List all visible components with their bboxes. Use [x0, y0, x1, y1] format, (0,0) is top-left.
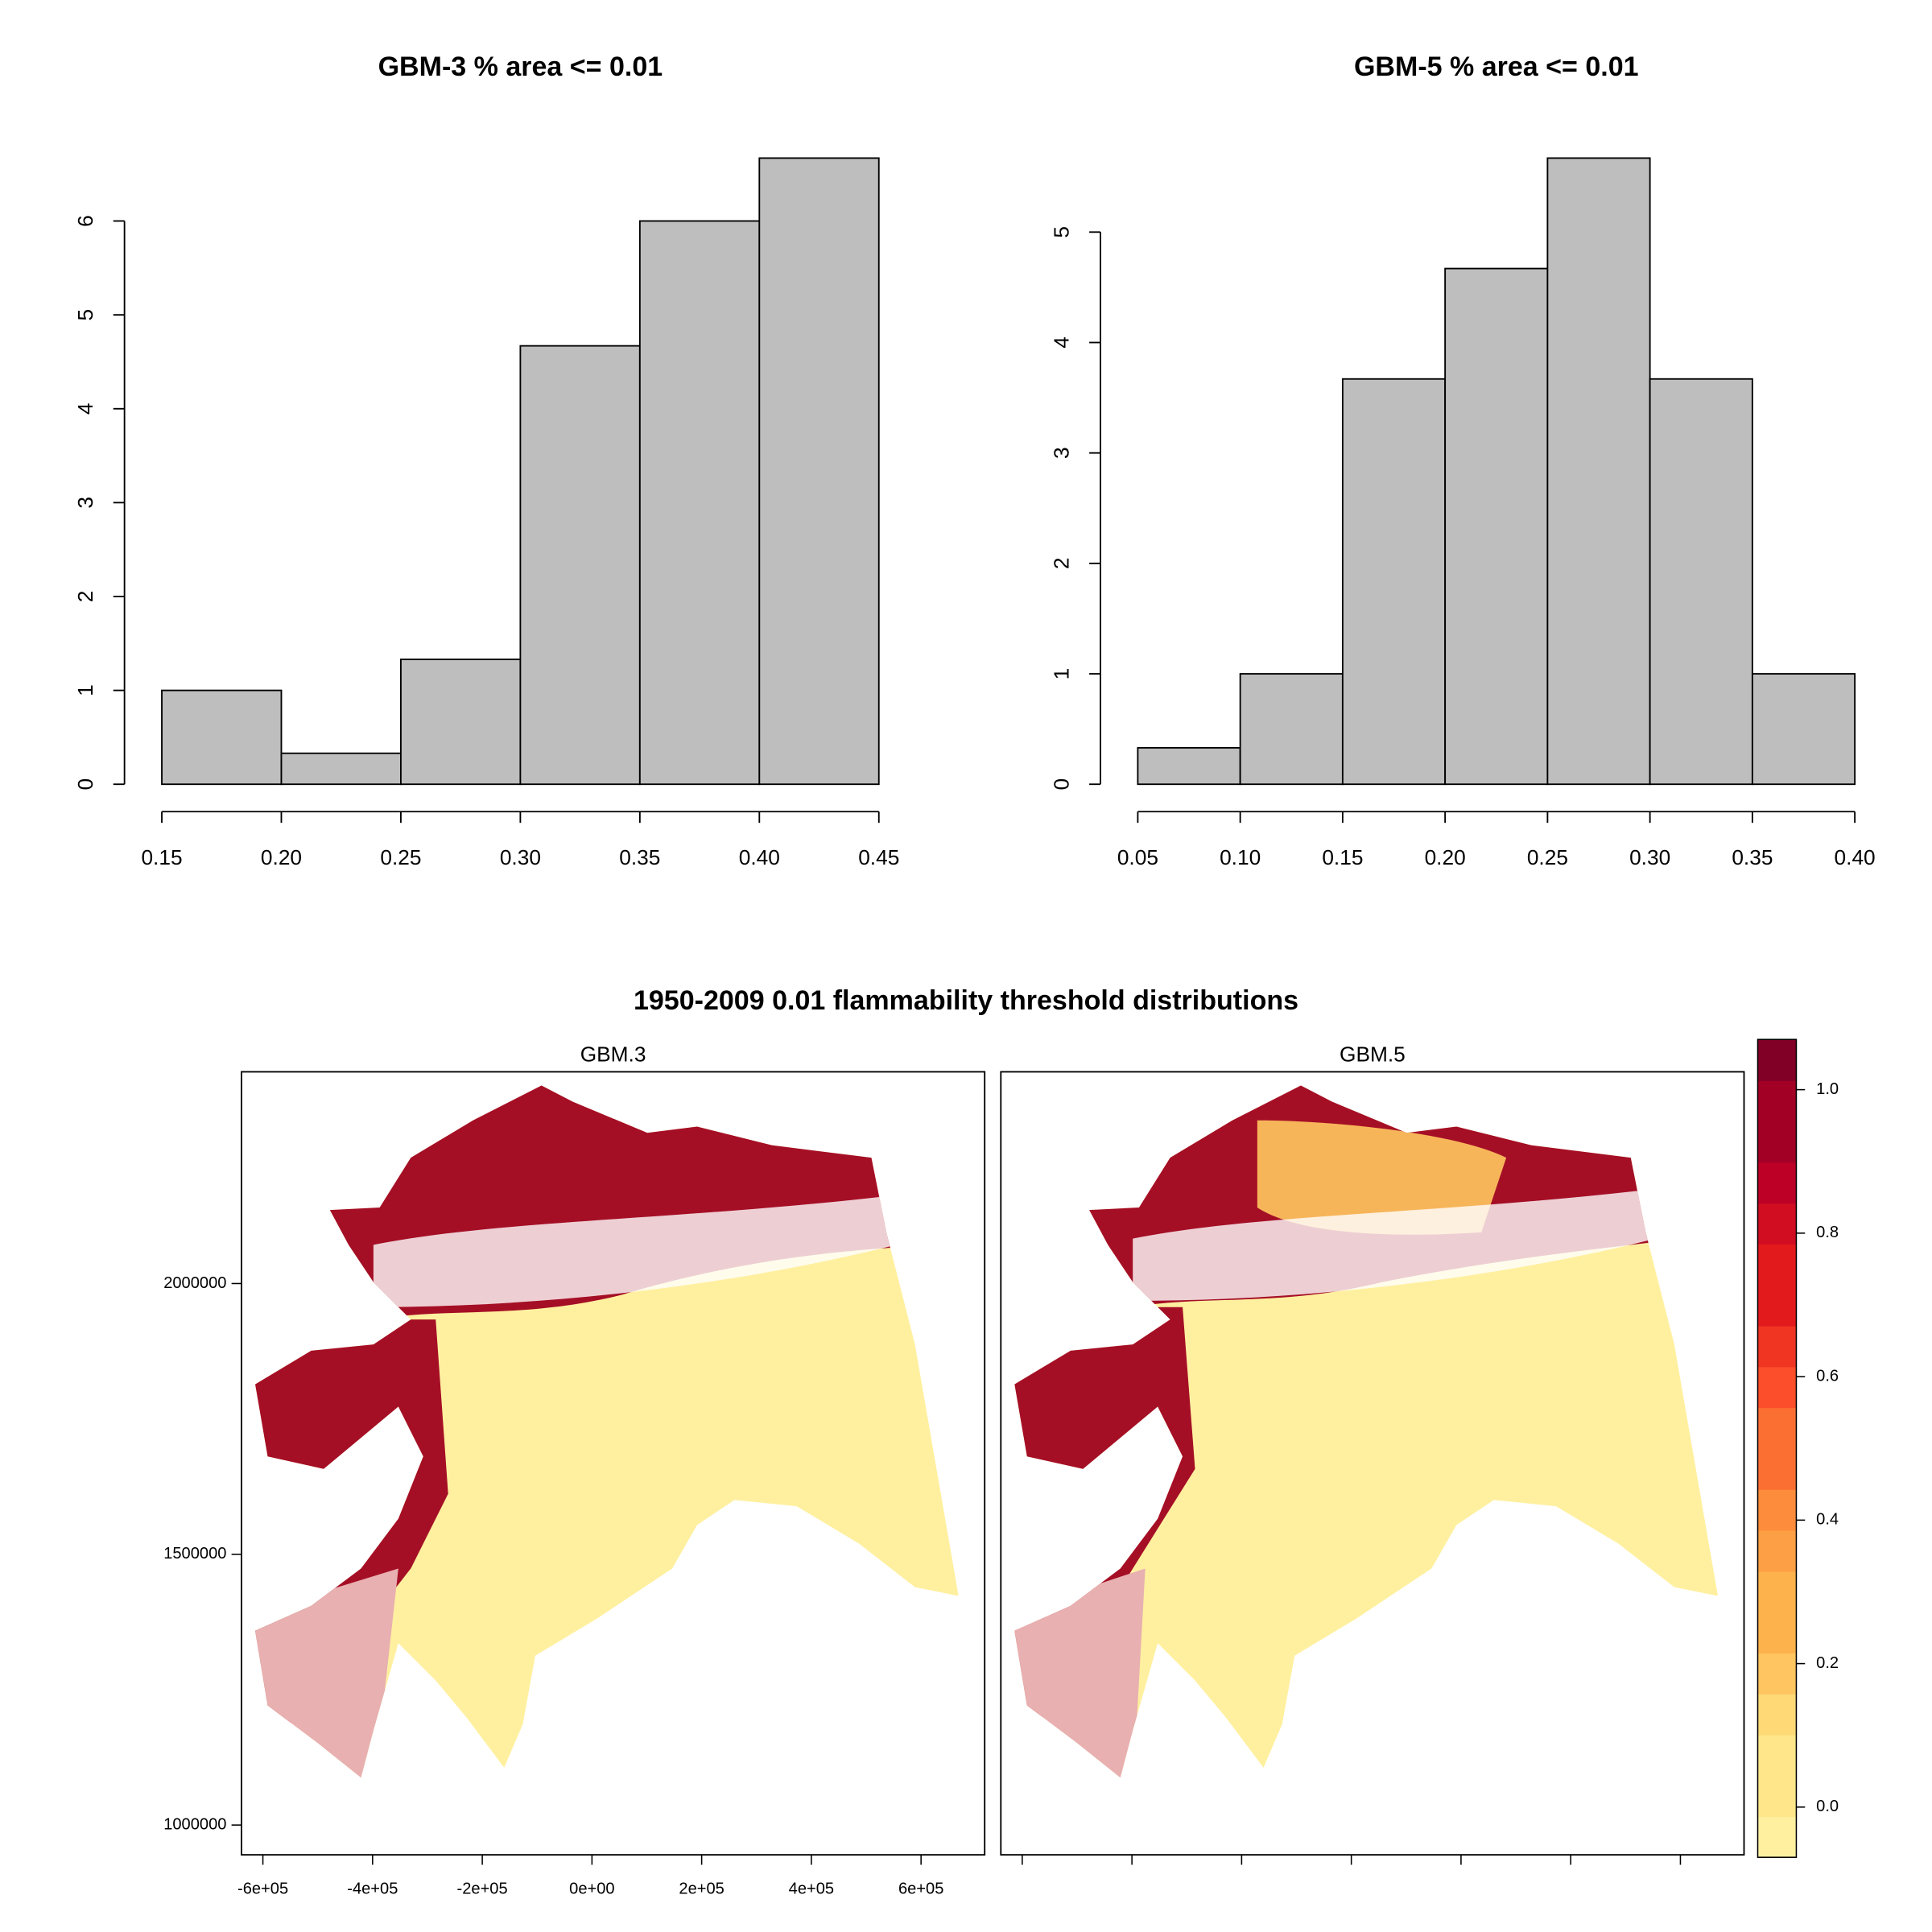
colorbar-cell	[1757, 1203, 1797, 1245]
y-tick-label: 3	[73, 497, 97, 509]
colorbar-cell	[1757, 1162, 1797, 1204]
colorbar-cell	[1757, 1775, 1797, 1818]
y-tick-label: 1	[73, 684, 97, 696]
x-tick-label: 0.25	[1527, 845, 1568, 869]
colorbar-cell	[1757, 1653, 1797, 1695]
x-tick-label: -4e+05	[347, 1880, 398, 1898]
x-tick-label: 0.15	[1322, 845, 1363, 869]
x-tick-label: 0.05	[1117, 845, 1158, 869]
x-tick-label: 0.40	[1835, 845, 1876, 869]
panel-frame	[1000, 1071, 1745, 1856]
panel-title: GBM.5	[1340, 1042, 1406, 1066]
x-tick-label: 0.15	[141, 845, 182, 869]
colorbar-cell	[1757, 1285, 1797, 1327]
y-tick-label: 6	[73, 215, 97, 227]
colorbar-cell	[1757, 1325, 1797, 1368]
x-tick-label: -2e+05	[457, 1880, 508, 1898]
colorbar-tick-label: 0.8	[1816, 1224, 1839, 1241]
bar	[1137, 747, 1241, 786]
x-tick-label: 0.35	[1732, 845, 1773, 869]
x-tick-label: 0.10	[1220, 845, 1261, 869]
colorbar-cell	[1757, 1612, 1797, 1653]
bar	[280, 752, 402, 786]
x-tick-label: 0.45	[858, 845, 899, 869]
colorbar-cell	[1757, 1816, 1797, 1858]
y-tick-label: 0	[1050, 778, 1074, 791]
bar	[1649, 378, 1753, 786]
colorbar-tick-label: 0.2	[1816, 1654, 1839, 1672]
x-tick-label: 0.40	[739, 845, 780, 869]
panel-title: GBM.3	[580, 1042, 646, 1066]
panel-frame	[241, 1071, 986, 1856]
x-tick-label: 0.30	[500, 845, 541, 869]
colorbar-cell	[1757, 1734, 1797, 1777]
colorbar-frame	[1757, 1038, 1798, 1858]
chart-title: GBM-5 % area <= 0.01	[1354, 52, 1639, 82]
y-tick-label: 2	[1050, 558, 1074, 570]
y-tick-label: 4	[1050, 336, 1074, 349]
chart-title: 1950-2009 0.01 flammability threshold di…	[634, 985, 1298, 1016]
colorbar-cell	[1757, 1407, 1797, 1449]
y-tick-label: 5	[1050, 226, 1074, 238]
colorbar-cell	[1757, 1571, 1797, 1613]
colorbar-tick-label: 0.4	[1816, 1511, 1839, 1529]
x-tick-label: 0.35	[619, 845, 660, 869]
y-tick-label: 5	[73, 309, 97, 321]
x-tick-label: 6e+05	[898, 1880, 943, 1898]
colorbar-tick-label: 1.0	[1816, 1080, 1839, 1098]
bar	[1341, 378, 1447, 786]
bar	[1444, 267, 1549, 786]
colorbar-cell	[1757, 1121, 1797, 1163]
bar	[1546, 157, 1651, 786]
colorbar-cell	[1757, 1694, 1797, 1736]
y-tick-label: 3	[1050, 447, 1074, 459]
colorbar-cell	[1757, 1530, 1797, 1572]
x-tick-label: -6e+05	[237, 1880, 288, 1898]
y-tick-label: 0	[73, 778, 97, 791]
x-tick-label: 0.20	[261, 845, 302, 869]
x-tick-label: 2e+05	[679, 1880, 724, 1898]
x-tick-label: 0.30	[1629, 845, 1670, 869]
y-tick-label: 1	[1050, 668, 1074, 680]
colorbar-tick-label: 0.0	[1816, 1798, 1839, 1815]
x-tick-label: 4e+05	[789, 1880, 834, 1898]
bar	[161, 689, 283, 786]
chart-title: GBM-3 % area <= 0.01	[378, 52, 663, 82]
bar	[400, 658, 522, 786]
colorbar-cell	[1757, 1489, 1797, 1531]
y-tick-label: 1500000	[163, 1545, 226, 1563]
colorbar-cell	[1757, 1080, 1797, 1122]
y-tick-label: 1000000	[163, 1815, 226, 1833]
x-tick-label: 0.25	[380, 845, 421, 869]
bar	[1239, 673, 1344, 786]
x-tick-label: 0e+00	[569, 1880, 614, 1898]
x-tick-label: 0.20	[1425, 845, 1466, 869]
colorbar-tick-label: 0.6	[1816, 1367, 1839, 1385]
y-tick-label: 4	[73, 402, 97, 415]
bar	[519, 345, 641, 786]
colorbar-cell	[1757, 1366, 1797, 1409]
y-tick-label: 2	[73, 591, 97, 603]
map-shape-1	[255, 1085, 959, 1778]
map-shape-2	[1014, 1085, 1719, 1778]
y-tick-label: 2000000	[163, 1274, 226, 1292]
colorbar-cell	[1757, 1039, 1797, 1081]
colorbar-cell	[1757, 1448, 1797, 1490]
colorbar-cell	[1757, 1244, 1797, 1286]
bar	[1751, 673, 1856, 786]
bar	[638, 220, 761, 786]
bar	[758, 157, 880, 786]
